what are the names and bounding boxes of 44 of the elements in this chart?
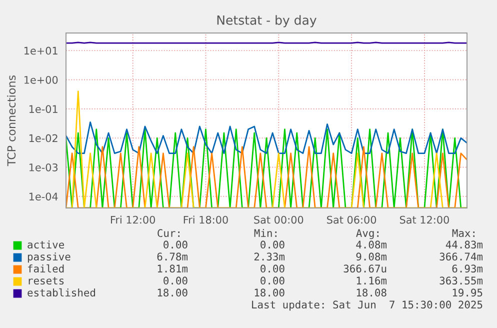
legend-label: passive xyxy=(28,252,70,263)
y-tick-label: 1e-01 xyxy=(29,105,58,113)
text: 0.00 xyxy=(260,240,284,249)
text: Last update: Sat Jun 7 15:30:00 2025 xyxy=(252,300,482,311)
y-tick-label: 1e+01 xyxy=(24,46,58,55)
text: 366.74m xyxy=(440,252,483,261)
legend-label: resets xyxy=(28,277,64,285)
x-tick-label: Sat 00:00 xyxy=(254,216,304,224)
text: 0.00 xyxy=(164,276,188,285)
text: 18.08 xyxy=(356,288,386,297)
text: Avg: xyxy=(356,229,378,240)
y-axis-title: TCP connections xyxy=(7,75,16,166)
line-series xyxy=(66,121,467,154)
text: 18.00 xyxy=(254,288,284,297)
text: 1.16m xyxy=(356,276,387,285)
text: 44.83m xyxy=(446,240,483,249)
legend-label: established xyxy=(28,288,96,297)
text: Min: xyxy=(254,228,276,237)
text: 4.08m xyxy=(356,240,387,249)
x-tick-label: Fri 12:00 xyxy=(110,216,156,224)
y-tick-label: 1e-02 xyxy=(29,134,58,142)
text: 366.67u xyxy=(344,264,386,273)
y-tick-label: 1e-04 xyxy=(29,192,58,200)
y-tick-label: 1e-03 xyxy=(29,163,58,172)
legend-label: failed xyxy=(28,264,64,273)
text: 363.55m xyxy=(440,276,483,285)
x-tick-label: Sat 12:00 xyxy=(400,216,449,224)
text: 18.00 xyxy=(158,288,188,297)
y-tick-label: 1e+00 xyxy=(24,76,58,84)
x-tick-label: Fri 18:00 xyxy=(184,216,228,224)
text: 19.95 xyxy=(452,288,482,297)
x-tick-label: Sat 06:00 xyxy=(327,216,376,224)
text: 6.93m xyxy=(452,264,483,273)
text: 0.00 xyxy=(164,240,188,249)
text: 0.00 xyxy=(260,264,284,273)
text: 1.81m xyxy=(158,264,188,273)
legend-label: active xyxy=(28,240,64,249)
chart-title: Netstat - by day xyxy=(217,15,316,28)
text: 2.33m xyxy=(254,252,285,261)
text: Cur: xyxy=(158,229,180,238)
text: 0.00 xyxy=(260,276,284,285)
text: 9.08m xyxy=(356,252,387,261)
text: Max: xyxy=(452,229,474,238)
text: 6.78m xyxy=(157,252,188,261)
